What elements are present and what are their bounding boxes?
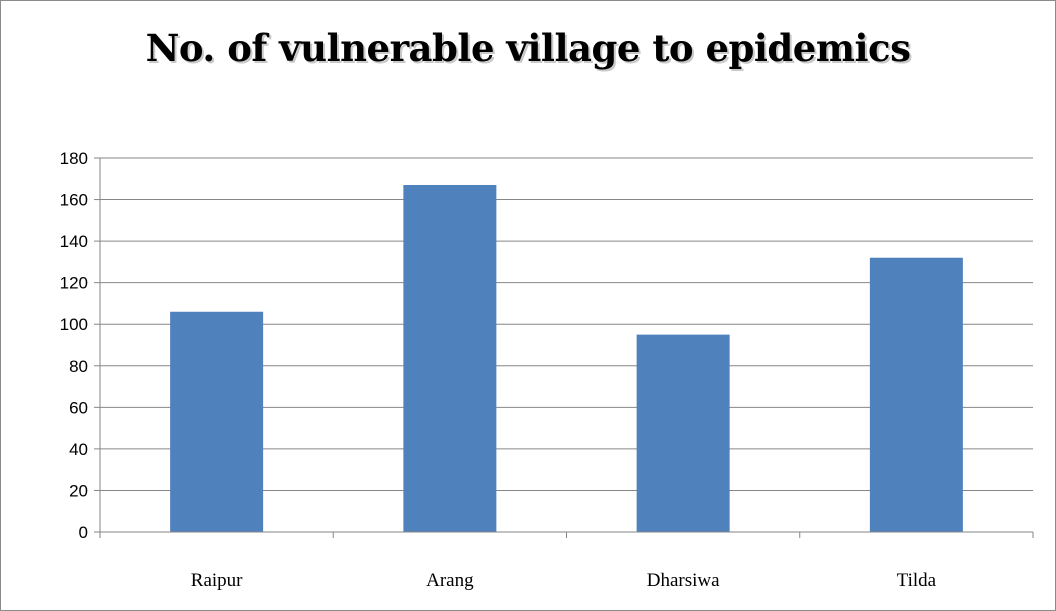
y-tick-label: 160 <box>60 191 88 210</box>
y-tick-labels: 0 20 40 60 80 100 120 140 160 180 <box>60 149 88 542</box>
bar-dharsiwa <box>636 334 730 532</box>
bar-tilda <box>869 257 963 532</box>
bar-arang <box>403 185 497 532</box>
x-tick-label: Arang <box>426 570 474 591</box>
y-tick-label: 120 <box>60 274 88 293</box>
chart-title: No. of vulnerable village to epidemics <box>145 26 911 70</box>
y-tick-label: 140 <box>60 232 88 251</box>
y-tick-label: 80 <box>69 357 88 376</box>
y-tick-label: 60 <box>69 398 88 417</box>
x-tick-label: Dharsiwa <box>647 570 720 591</box>
axes <box>94 157 1034 538</box>
y-tick-label: 20 <box>69 481 88 500</box>
x-tick-label: Tilda <box>897 570 937 591</box>
x-tick-labels: Raipur Arang Dharsiwa Tilda <box>191 570 937 591</box>
x-tick-label: Raipur <box>191 570 243 591</box>
y-tick-label: 100 <box>60 315 88 334</box>
y-tick-label: 40 <box>69 440 88 459</box>
bar-raipur <box>170 311 264 532</box>
y-tick-label: 180 <box>60 149 88 168</box>
bars <box>170 185 963 532</box>
y-tick-label: 0 <box>79 523 88 542</box>
